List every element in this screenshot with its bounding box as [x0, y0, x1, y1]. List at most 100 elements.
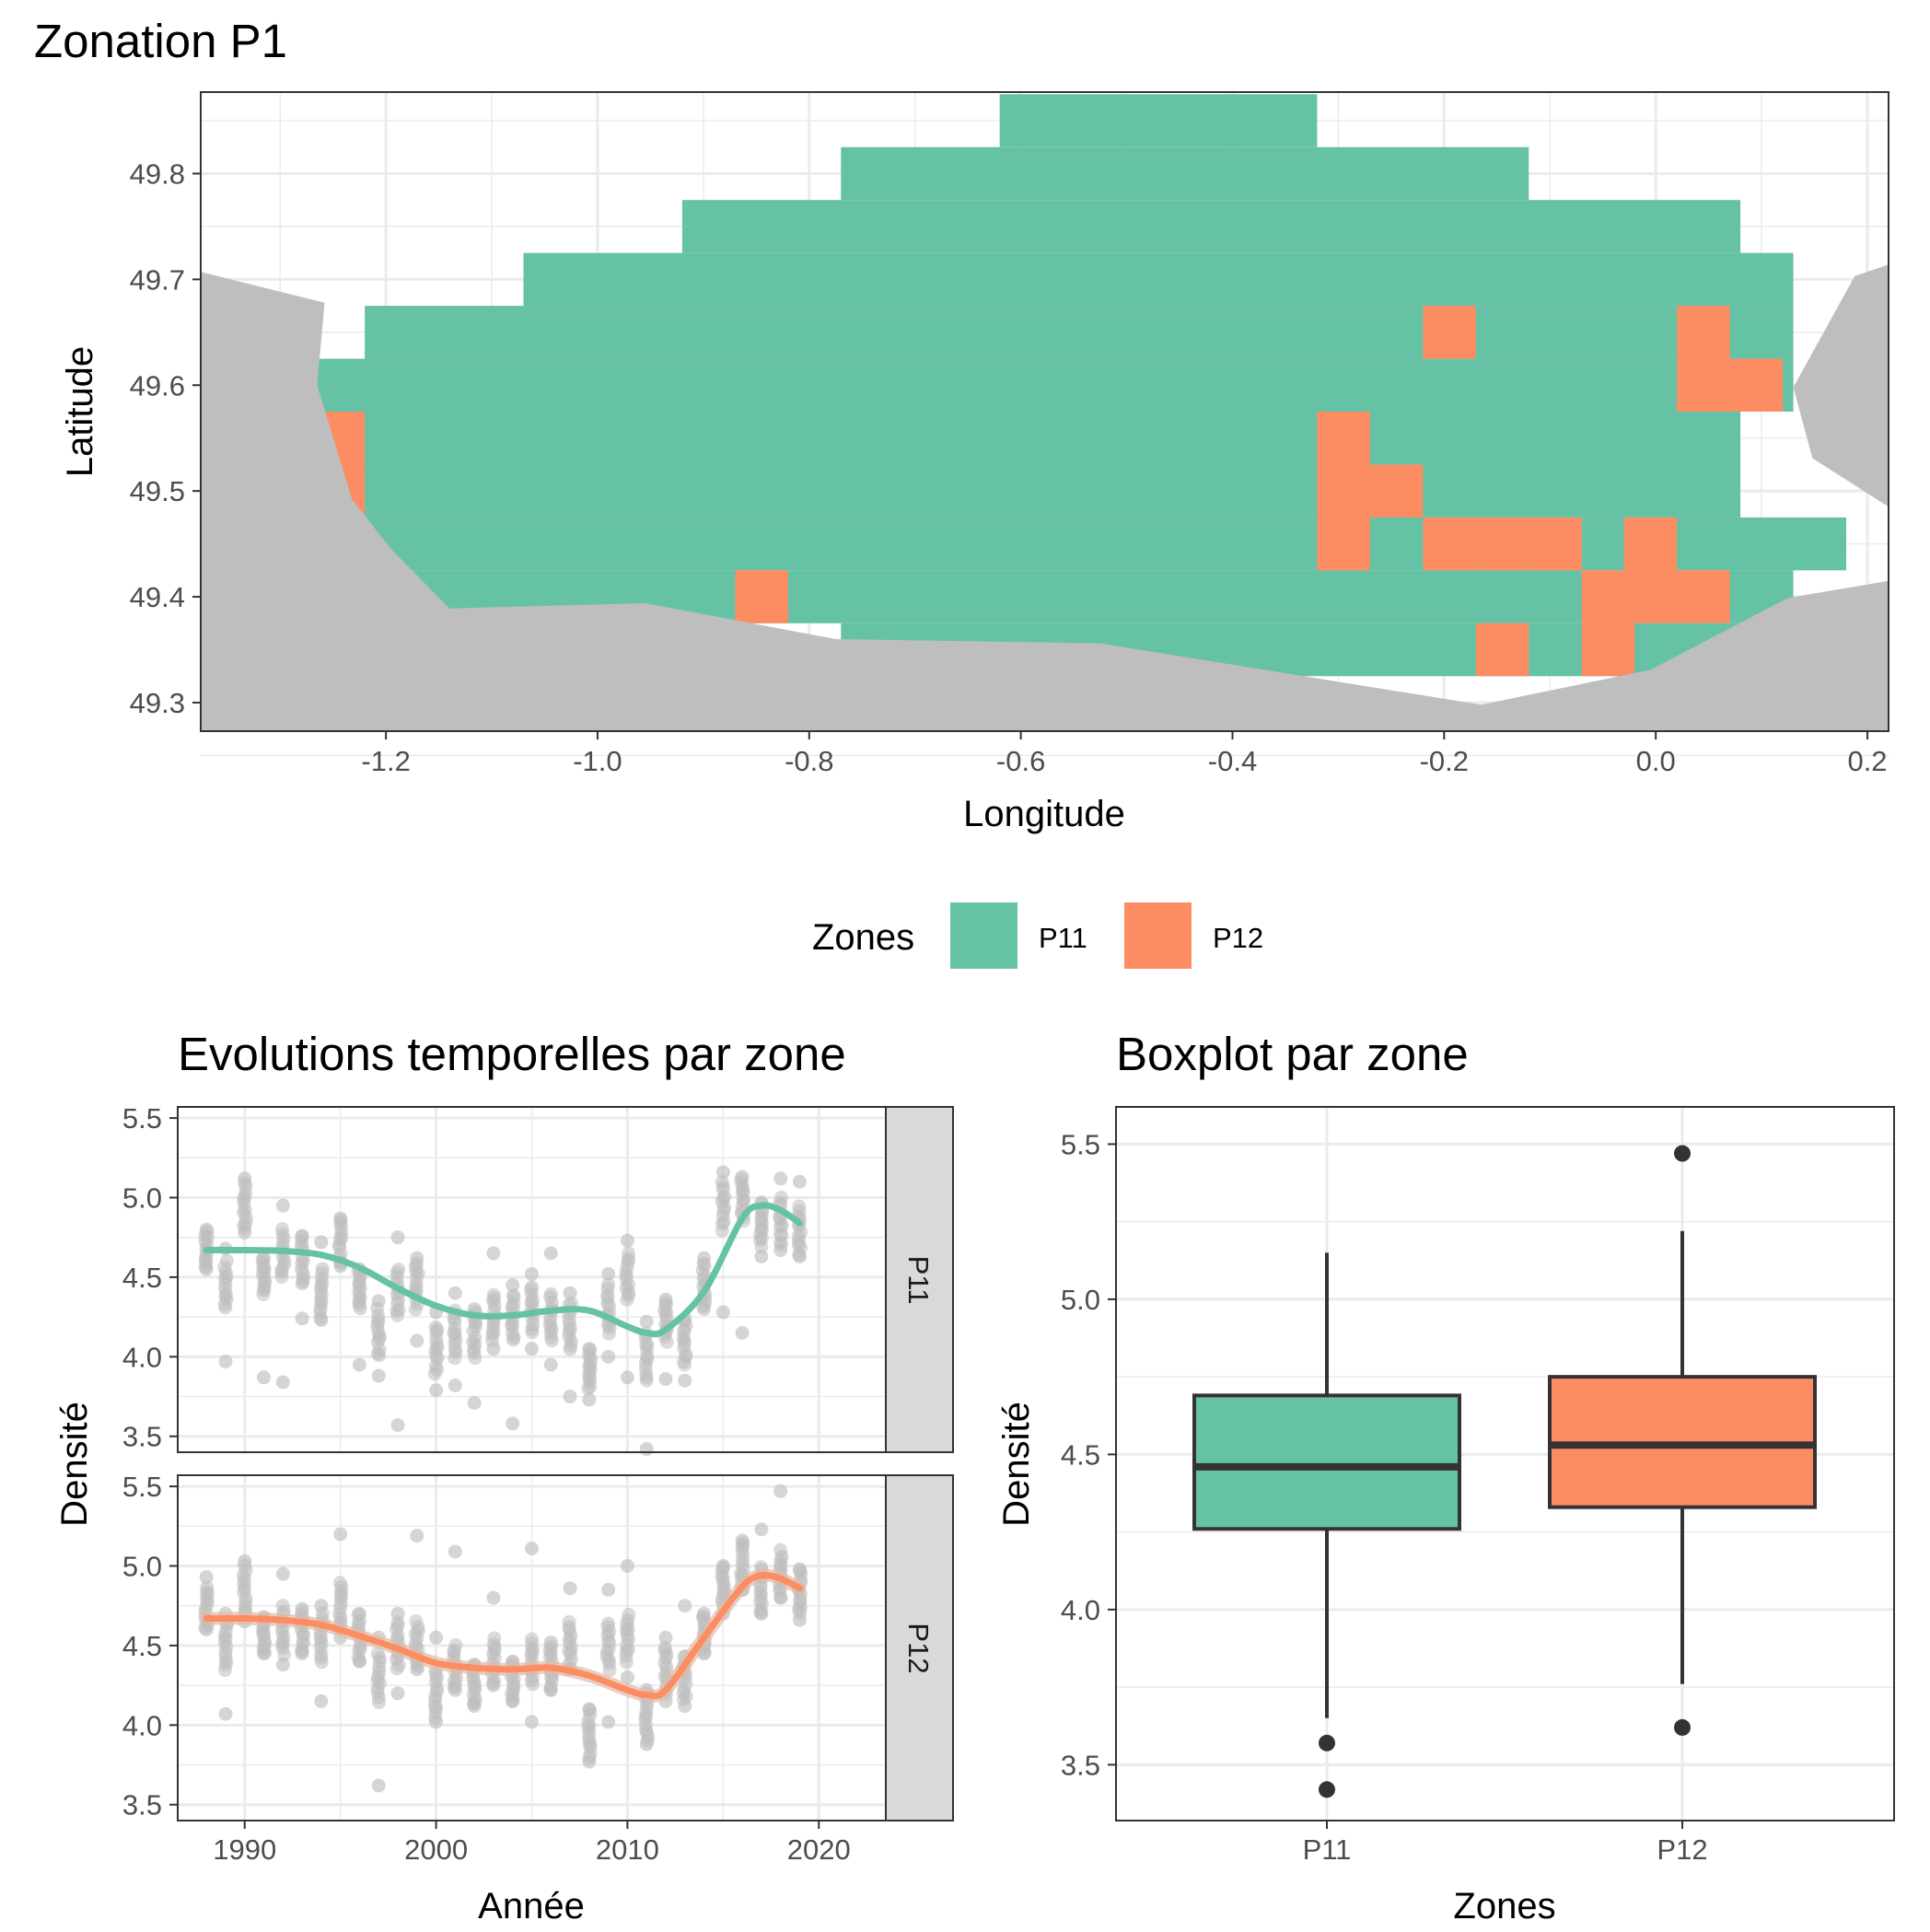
- map-x-axis-title: Longitude: [963, 794, 1125, 834]
- map-y-tick-label: 49.6: [130, 369, 185, 402]
- map-cell-p11-row: [311, 358, 1794, 412]
- ts-point: [428, 1320, 443, 1334]
- ts-point: [315, 1262, 330, 1276]
- ts-title: Evolutions temporelles par zone: [178, 1028, 846, 1080]
- ts-point: [620, 1670, 634, 1684]
- legend-key-p11: [950, 902, 1017, 969]
- map-land-east: [1793, 264, 1889, 507]
- ts-point: [658, 1296, 673, 1310]
- map-x-tick-label: -0.2: [1420, 745, 1469, 777]
- ts-point: [275, 1375, 290, 1390]
- ts-point: [410, 1256, 424, 1271]
- map-cell-p12: [1317, 517, 1370, 571]
- map-cell-p12: [1677, 358, 1730, 412]
- ts-y-tick-label: 5.5: [122, 1102, 162, 1135]
- ts-x-tick-label: 1990: [213, 1833, 276, 1866]
- ts-panel-p11: 3.5 4.0 4.5 5.0 5.5: [122, 1102, 887, 1457]
- ts-x-tick-label: 2010: [596, 1833, 659, 1866]
- ts-point: [199, 1570, 214, 1585]
- ts-point: [506, 1288, 521, 1303]
- ts-point: [370, 1647, 385, 1661]
- ts-y-axis-title: Densité: [54, 1402, 95, 1527]
- box-x-axis-title: Zones: [1453, 1886, 1555, 1926]
- map-x-tick-label: -1.2: [361, 745, 410, 777]
- map-cell-p11-row: [523, 252, 1794, 307]
- legend-label-p12: P12: [1213, 922, 1263, 954]
- ts-point: [257, 1370, 272, 1385]
- map-cell-p12: [1677, 306, 1730, 359]
- map-cell-p12: [1475, 517, 1529, 571]
- map-y-ticks: 49.3 49.4 49.5 49.6 49.7 49.8: [130, 157, 201, 719]
- map-title: Zonation P1: [34, 15, 287, 67]
- ts-point: [275, 1198, 290, 1213]
- ts-y-tick-label: 3.5: [122, 1789, 162, 1821]
- ts-point: [639, 1314, 654, 1329]
- ts-point: [333, 1213, 348, 1228]
- ts-point: [543, 1357, 558, 1372]
- ts-point: [639, 1442, 654, 1457]
- box-panel-border: [1115, 1106, 1895, 1821]
- ts-point: [563, 1581, 577, 1596]
- ts-point: [332, 1576, 347, 1590]
- ts-y-tick-label: 4.0: [122, 1341, 162, 1373]
- map-x-tick-label: -0.4: [1208, 745, 1257, 777]
- ts-point: [715, 1560, 730, 1575]
- ts-point: [314, 1235, 329, 1250]
- ts-point: [525, 1266, 539, 1281]
- ts-point: [792, 1174, 807, 1189]
- ts-point: [601, 1349, 616, 1364]
- ts-point: [620, 1559, 634, 1574]
- map-y-tick-label: 49.5: [130, 475, 185, 507]
- map-x-tick-label: 0.0: [1636, 745, 1676, 777]
- ts-point: [792, 1199, 807, 1214]
- ts-point: [583, 1343, 598, 1357]
- ts-y-tick-label: 4.0: [122, 1709, 162, 1741]
- ts-point: [696, 1610, 711, 1624]
- map-x-tick-label: 0.2: [1847, 745, 1887, 777]
- map-y-tick-label: 49.4: [130, 581, 185, 613]
- map-y-tick-label: 49.3: [130, 687, 185, 719]
- ts-point: [562, 1614, 576, 1629]
- ts-point: [601, 1277, 616, 1292]
- map-cell-p12: [1581, 623, 1635, 677]
- ts-point: [274, 1222, 289, 1237]
- map-x-tick-label: -0.8: [785, 745, 833, 777]
- legend-key-p12: [1124, 902, 1192, 969]
- ts-point: [622, 1246, 636, 1261]
- ts-point: [678, 1599, 692, 1613]
- ts-strip-label-p12: P12: [902, 1623, 935, 1673]
- box-x-tick-label: P12: [1657, 1833, 1707, 1866]
- ts-point: [601, 1616, 616, 1631]
- ts-point: [429, 1383, 444, 1398]
- box-title: Boxplot par zone: [1116, 1028, 1469, 1080]
- map-cell-p11-row: [311, 517, 1847, 571]
- ts-point: [370, 1301, 385, 1316]
- ts-strip-bg-p12: [885, 1474, 954, 1821]
- map-x-tick-label: -0.6: [996, 745, 1045, 777]
- ts-y-tick-label: 5.0: [122, 1551, 162, 1583]
- ts-point: [657, 1640, 672, 1655]
- box-y-tick-label: 5.5: [1061, 1128, 1100, 1160]
- box-y-tick-label: 4.5: [1061, 1438, 1100, 1471]
- ts-point: [275, 1599, 290, 1613]
- ts-y-tick-label: 4.5: [122, 1262, 162, 1294]
- ts-point: [525, 1342, 539, 1356]
- ts-point: [563, 1390, 577, 1404]
- ts-point: [448, 1637, 463, 1652]
- legend-label-p11: P11: [1039, 922, 1087, 954]
- ts-point: [754, 1249, 769, 1263]
- map-cell-p11-row: [311, 464, 1741, 518]
- map-land-west: [201, 272, 1889, 731]
- ts-point: [696, 1256, 711, 1271]
- map-cell-p11-row: [681, 200, 1741, 253]
- map-cell-p12: [1369, 464, 1424, 518]
- ts-point: [601, 1715, 616, 1729]
- ts-point: [620, 1233, 634, 1248]
- ts-y-tick-label: 3.5: [122, 1421, 162, 1453]
- ts-point: [506, 1278, 520, 1293]
- ts-point: [601, 1266, 616, 1281]
- ts-point: [448, 1378, 462, 1392]
- ts-y-tick-label: 5.0: [122, 1182, 162, 1215]
- ts-strip-bg-p11: [885, 1106, 954, 1453]
- ts-point: [295, 1311, 309, 1326]
